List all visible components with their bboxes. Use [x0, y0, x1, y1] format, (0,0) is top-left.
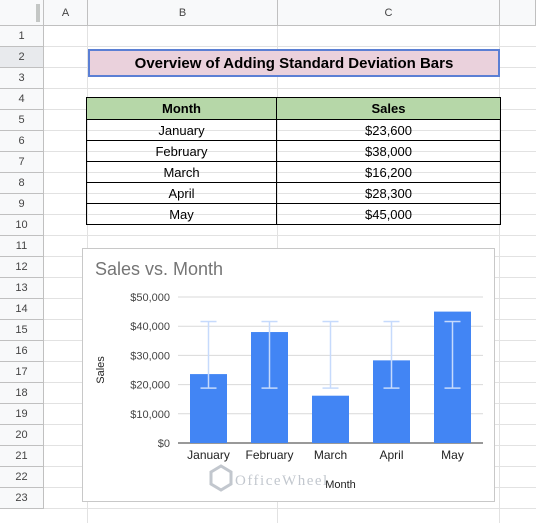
table-row: April $28,300 — [86, 182, 501, 204]
row-header-23[interactable]: 23 — [0, 488, 44, 509]
sales-cell[interactable]: $23,600 — [276, 119, 501, 141]
column-header-b[interactable]: B — [88, 0, 278, 26]
row-header-21[interactable]: 21 — [0, 446, 44, 467]
row-header-10[interactable]: 10 — [0, 215, 44, 236]
x-tick-label: April — [379, 448, 403, 462]
row-header-9[interactable]: 9 — [0, 194, 44, 215]
row-header-7[interactable]: 7 — [0, 152, 44, 173]
row-header-14[interactable]: 14 — [0, 299, 44, 320]
row-header-20[interactable]: 20 — [0, 425, 44, 446]
x-tick-label: February — [245, 448, 293, 462]
header-sales[interactable]: Sales — [276, 97, 501, 120]
y-tick-label: $10,000 — [130, 409, 170, 421]
month-cell[interactable]: February — [86, 140, 277, 162]
x-axis-title: Month — [325, 479, 356, 491]
row-header-5[interactable]: 5 — [0, 110, 44, 131]
sales-cell[interactable]: $16,200 — [276, 161, 501, 183]
sales-cell[interactable]: $45,000 — [276, 203, 501, 225]
row-header-6[interactable]: 6 — [0, 131, 44, 152]
row-header-3[interactable]: 3 — [0, 68, 44, 89]
month-cell[interactable]: January — [86, 119, 277, 141]
month-cell[interactable]: May — [86, 203, 277, 225]
y-tick-label: $40,000 — [130, 321, 170, 333]
column-header-a[interactable]: A — [44, 0, 88, 26]
select-all-corner[interactable] — [0, 0, 44, 26]
x-tick-label: March — [314, 448, 347, 462]
sales-cell[interactable]: $38,000 — [276, 140, 501, 162]
sales-cell[interactable]: $28,300 — [276, 182, 501, 204]
watermark-logo-icon — [209, 464, 233, 492]
column-header-c[interactable]: C — [278, 0, 500, 26]
row-header-19[interactable]: 19 — [0, 404, 44, 425]
chart-title: Sales vs. Month — [95, 259, 224, 279]
x-tick-label: May — [441, 448, 464, 462]
y-tick-label: $50,000 — [130, 292, 170, 304]
table-row: May $45,000 — [86, 203, 501, 225]
sales-table: Month Sales January $23,600 February $38,0… — [86, 97, 501, 225]
row-header-17[interactable]: 17 — [0, 362, 44, 383]
row-gridline — [44, 508, 536, 509]
row-header-8[interactable]: 8 — [0, 173, 44, 194]
y-tick-label: $0 — [158, 438, 170, 450]
column-header-blank — [500, 0, 536, 26]
row-header-4[interactable]: 4 — [0, 89, 44, 110]
row-header-1[interactable]: 1 — [0, 26, 44, 47]
row-header-12[interactable]: 12 — [0, 257, 44, 278]
row-header-11[interactable]: 11 — [0, 236, 44, 257]
y-tick-label: $20,000 — [130, 380, 170, 392]
bar-march — [312, 395, 349, 443]
y-axis-title: Sales — [95, 356, 107, 384]
table-row: January $23,600 — [86, 119, 501, 141]
month-cell[interactable]: April — [86, 182, 277, 204]
row-header-16[interactable]: 16 — [0, 341, 44, 362]
sales-chart[interactable]: Sales vs. Month $0 $10,000 $20,000 $30,000 $… — [82, 248, 495, 502]
y-tick-label: $30,000 — [130, 350, 170, 362]
table-header-row: Month Sales — [86, 97, 501, 120]
column-gridline — [499, 26, 500, 523]
chart-plot: $0 $10,000 $20,000 $30,000 $40,000 $50,000 Jan… — [95, 292, 483, 492]
row-header-22[interactable]: 22 — [0, 467, 44, 488]
watermark: OfficeWheel — [209, 464, 329, 492]
watermark-text: OfficeWheel — [235, 473, 329, 489]
header-month[interactable]: Month — [86, 97, 277, 120]
row-gridline — [44, 88, 536, 89]
sheet-title-cell[interactable]: Overview of Adding Standard Deviation Ba… — [88, 49, 500, 77]
table-row: March $16,200 — [86, 161, 501, 183]
row-header-15[interactable]: 15 — [0, 320, 44, 341]
month-cell[interactable]: March — [86, 161, 277, 183]
x-tick-label: January — [187, 448, 230, 462]
row-header-18[interactable]: 18 — [0, 383, 44, 404]
table-row: February $38,000 — [86, 140, 501, 162]
row-gridline — [44, 235, 536, 236]
row-header-13[interactable]: 13 — [0, 278, 44, 299]
row-gridline — [44, 46, 536, 47]
row-header-2[interactable]: 2 — [0, 47, 44, 68]
